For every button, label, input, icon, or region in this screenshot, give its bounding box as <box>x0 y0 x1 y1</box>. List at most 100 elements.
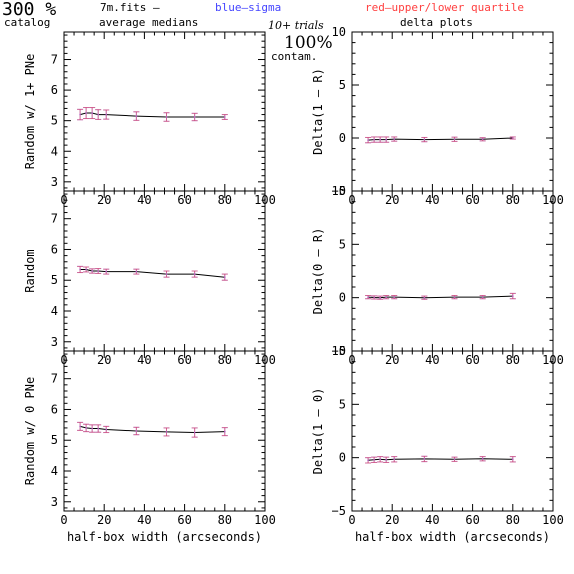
data-point <box>423 296 426 299</box>
error-bar <box>383 136 390 143</box>
y-tick-label: 0 <box>339 451 346 465</box>
x-tick-label: 80 <box>218 353 232 367</box>
data-point <box>91 427 93 430</box>
error-bar <box>371 136 378 143</box>
error-bar <box>421 455 428 463</box>
median-line <box>368 295 513 299</box>
y-tick-label: 5 <box>51 273 58 287</box>
data-point <box>97 427 99 430</box>
error-bar <box>89 268 96 274</box>
data-point <box>105 113 108 116</box>
error-bar <box>391 456 398 463</box>
x-tick-label: 40 <box>137 513 151 527</box>
header-trials: 10+ trials <box>268 19 324 32</box>
y-tick-label: 0 <box>339 131 346 145</box>
data-point <box>481 138 484 141</box>
x-tick-label: 0 <box>60 513 67 527</box>
data-point <box>224 276 226 278</box>
data-point <box>193 431 196 434</box>
header-blue-note: blue–sigma <box>215 1 281 14</box>
x-tick-label: 20 <box>385 513 399 527</box>
median-line <box>79 425 225 434</box>
y-tick-label: 4 <box>51 464 58 478</box>
error-bar <box>191 427 198 438</box>
x-tick-label: 80 <box>506 193 520 207</box>
error-bar <box>133 268 140 275</box>
error-bar <box>95 268 102 274</box>
data-point <box>91 270 93 272</box>
y-tick-label: 7 <box>51 372 58 386</box>
y-axis-label: Delta(1 – R) <box>311 68 325 155</box>
data-point <box>105 270 108 273</box>
x-tick-label: 100 <box>254 513 276 527</box>
x-tick-label: 60 <box>465 353 479 367</box>
error-bar <box>377 136 384 143</box>
error-bar <box>383 295 390 300</box>
plot-frame <box>63 31 266 192</box>
y-tick-label: 6 <box>51 402 58 416</box>
error-bar <box>509 136 516 140</box>
data-point <box>423 138 426 141</box>
error-bar <box>83 266 90 273</box>
error-bar <box>371 456 378 463</box>
data-point <box>453 296 456 298</box>
header-catalog: catalog <box>4 16 50 29</box>
data-point <box>481 296 484 298</box>
header-contam-pct: 100% <box>284 33 333 53</box>
error-bar <box>509 456 516 463</box>
y-tick-label: 0 <box>339 291 346 305</box>
error-bar <box>83 423 90 433</box>
x-tick-label: 60 <box>465 513 479 527</box>
error-bar <box>377 295 384 300</box>
y-tick-label: 10 <box>332 184 346 198</box>
error-bar <box>133 426 140 436</box>
y-tick-label: 5 <box>51 114 58 128</box>
data-point <box>135 270 138 273</box>
y-tick-label: 5 <box>51 433 58 447</box>
x-tick-label: 40 <box>425 353 439 367</box>
data-point <box>79 425 81 428</box>
y-axis-label: Delta(0 – R) <box>311 228 325 315</box>
y-tick-label: 6 <box>51 83 58 97</box>
error-bar <box>479 295 486 300</box>
header-delta-title: delta plots <box>400 16 473 29</box>
y-tick-label: 3 <box>51 495 58 509</box>
y-axis-label: Random w/ 0 PNe <box>23 377 37 485</box>
error-bar <box>479 137 486 142</box>
error-bar <box>95 424 102 433</box>
y-tick-label: 10 <box>332 344 346 358</box>
data-point <box>453 458 456 461</box>
error-bar <box>509 292 516 300</box>
error-bar <box>451 136 458 142</box>
x-tick-label: 40 <box>425 513 439 527</box>
panel-left-bot: 0 20 40 60 80 100 3 4 5 6 7 Random w/ 0 PNe half-box… <box>23 350 276 544</box>
data-point <box>79 113 81 116</box>
data-point <box>224 430 226 433</box>
data-point <box>165 116 168 118</box>
data-point <box>105 428 108 431</box>
y-tick-label: −5 <box>332 184 346 198</box>
x-tick-label: 80 <box>218 193 232 207</box>
x-tick-label: 40 <box>425 193 439 207</box>
y-tick-label: 7 <box>51 212 58 226</box>
error-bar <box>365 136 372 144</box>
x-tick-label: 100 <box>542 513 564 527</box>
error-bar <box>77 265 84 274</box>
y-tick-label: 6 <box>51 242 58 256</box>
error-bar <box>479 456 486 462</box>
median-line <box>79 112 225 118</box>
x-tick-label: 20 <box>97 193 111 207</box>
y-axis-label: Random w/ 1+ PNe <box>23 54 37 170</box>
y-tick-label: −5 <box>332 504 346 518</box>
error-bar <box>103 425 110 434</box>
plot-frame <box>63 350 266 512</box>
y-tick-label: 7 <box>51 53 58 67</box>
data-point <box>135 115 138 117</box>
error-bar <box>391 295 398 300</box>
data-point <box>379 138 381 141</box>
data-point <box>367 459 369 462</box>
